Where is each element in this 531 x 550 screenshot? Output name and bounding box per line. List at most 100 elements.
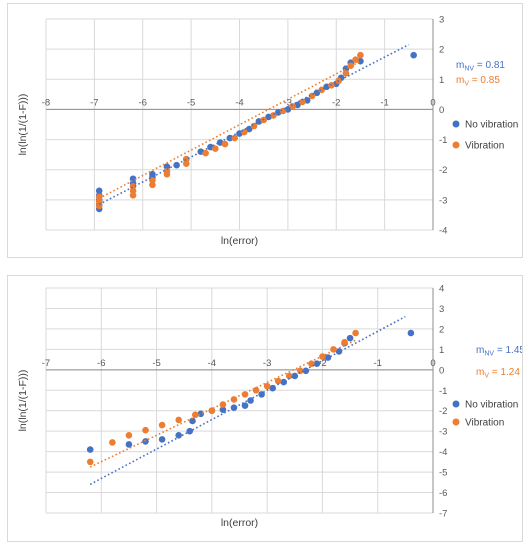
legend-entry: Vibration	[452, 141, 504, 152]
data-point	[175, 431, 182, 439]
y-tick-label: 2	[439, 45, 444, 56]
data-point	[250, 122, 258, 130]
data-point	[158, 421, 166, 429]
x-tick-label: -5	[187, 97, 195, 108]
y-tick-label: 0	[439, 365, 444, 376]
data-point	[241, 128, 248, 136]
y-tick-label: -1	[439, 386, 447, 397]
data-point	[270, 112, 277, 119]
y-tick-label: 1	[439, 345, 444, 356]
data-point	[352, 329, 359, 337]
series-no-vibration	[86, 329, 415, 453]
chart-svg-top: -8 -7 -6 -5 -4 -3 -2 -1 03210-1-2-3-4ln(error)ln…	[17, 15, 518, 248]
data-point	[241, 402, 249, 409]
data-point	[231, 134, 238, 142]
y-tick-label: -2	[439, 406, 447, 417]
y-tick-label: -3	[439, 195, 447, 206]
y-tick-label: -3	[439, 427, 447, 438]
y-tick-label: 1	[439, 75, 444, 86]
y-axis-title: ln(ln(1/(1-F)))	[17, 370, 29, 432]
y-tick-label: 0	[439, 105, 444, 116]
slope-annotation: mNV = 1.45	[476, 345, 522, 358]
legend-label: Vibration	[465, 141, 504, 152]
data-point	[252, 386, 260, 394]
legend-entry: No vibration	[452, 120, 518, 131]
y-tick-label: 3	[439, 304, 444, 315]
slope-annotation: mNV = 0.81	[456, 60, 505, 73]
slope-annotation: mV = 0.85	[456, 75, 500, 88]
legend-marker	[452, 120, 460, 128]
x-tick-label: -1	[373, 358, 381, 369]
data-point	[86, 458, 94, 466]
chart-panel-bottom: -7 -6 -5 -4 -3 -2 -1 0 4 3 2 1 0 -1 -2 -3 -4 -5 -6 -7 ln(err…	[7, 275, 523, 542]
data-point	[230, 404, 238, 411]
legend-marker	[452, 418, 460, 426]
data-point	[247, 397, 254, 404]
x-tick-label: -6	[97, 358, 105, 369]
data-point	[163, 163, 171, 170]
x-tick-label: -4	[235, 97, 243, 108]
y-tick-label: -5	[439, 468, 447, 479]
data-point	[330, 346, 337, 353]
data-point	[95, 193, 103, 201]
x-tick-label: -2	[332, 97, 340, 108]
x-tick-label: -7	[42, 358, 50, 369]
chart-svg-bottom: -7 -6 -5 -4 -3 -2 -1 043210-1-2-3-4-5-6-7ln(err…	[17, 284, 522, 530]
series-no-vibration	[95, 51, 417, 213]
legend-label: No vibration	[465, 400, 518, 411]
data-point	[302, 367, 310, 375]
y-tick-label: 4	[439, 284, 444, 295]
data-point	[221, 140, 229, 148]
data-point	[342, 69, 350, 77]
x-tick-label: -8	[42, 97, 50, 108]
data-point	[175, 416, 182, 424]
gridlines	[45, 287, 434, 514]
y-tick-label: -6	[439, 488, 447, 499]
y-tick-label: 3	[439, 15, 444, 26]
data-point	[125, 431, 133, 439]
data-point	[299, 98, 306, 106]
data-point	[95, 198, 103, 205]
legend-entry: Vibration	[452, 418, 504, 429]
trendline	[89, 339, 356, 468]
trendline	[89, 315, 406, 486]
x-tick-label: 0	[430, 358, 435, 369]
x-tick-label: -5	[152, 358, 160, 369]
chart-panel-top: -8 -7 -6 -5 -4 -3 -2 -1 0 3 2 1 0 -1 -2 -3 -4 ln(error) ln…	[7, 3, 523, 258]
data-point	[182, 155, 190, 163]
data-point	[212, 145, 219, 152]
legend-entry: No vibration	[452, 400, 518, 411]
data-point	[163, 167, 171, 175]
y-axis-title: ln(ln(1/(1-F)))	[17, 94, 29, 156]
legend-label: Vibration	[465, 418, 504, 429]
data-point	[149, 181, 156, 189]
data-point	[109, 439, 116, 446]
y-tick-label: -4	[439, 226, 447, 237]
y-tick-label: -4	[439, 447, 447, 458]
x-axis-title: ln(error)	[221, 235, 258, 247]
slope-annotation: mV = 1.24	[476, 367, 520, 380]
data-point	[129, 187, 137, 195]
data-point	[202, 149, 209, 157]
data-point	[149, 170, 156, 178]
data-point	[289, 103, 297, 110]
x-tick-label: -3	[263, 358, 271, 369]
y-tick-label: -2	[439, 165, 447, 176]
data-point	[263, 382, 271, 390]
x-tick-label: -1	[380, 97, 388, 108]
data-point	[285, 372, 293, 380]
data-point	[258, 391, 265, 398]
x-tick-label: -7	[90, 97, 98, 108]
legend-label: No vibration	[465, 120, 518, 131]
x-tick-label: -2	[318, 358, 326, 369]
x-tick-label: -4	[208, 358, 216, 369]
gridlines	[45, 18, 434, 231]
x-axis-title: ln(error)	[221, 517, 258, 529]
trendline	[98, 60, 361, 200]
legend-marker	[452, 400, 460, 408]
data-point	[346, 334, 354, 342]
data-point	[129, 175, 137, 183]
data-point	[182, 160, 190, 167]
data-point	[357, 51, 364, 59]
data-point	[142, 426, 149, 434]
